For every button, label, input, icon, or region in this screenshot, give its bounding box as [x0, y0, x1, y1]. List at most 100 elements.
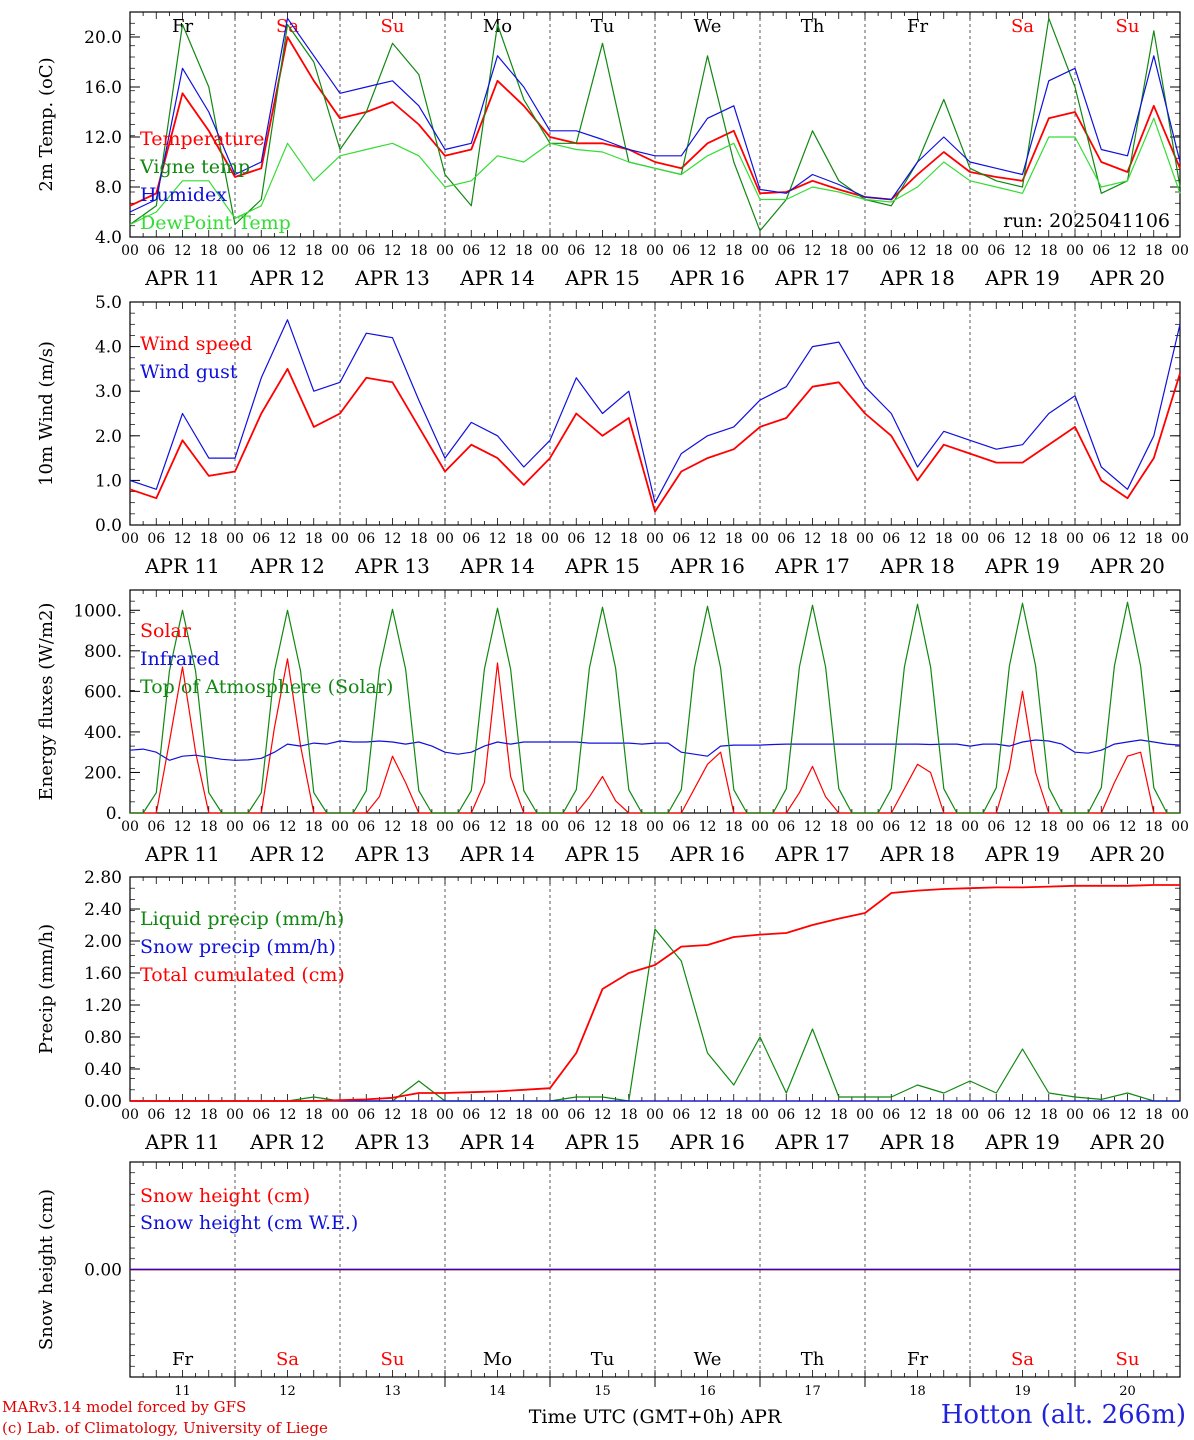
series-line-temp-2: [129, 17, 1181, 213]
legend-entry: DewPoint Temp: [140, 212, 291, 234]
hour-tick-label: 18: [305, 243, 323, 259]
date-label: APR 13: [354, 842, 430, 866]
date-label: APR 16: [669, 842, 745, 866]
hour-tick-label: 12: [174, 243, 192, 259]
hour-tick-label: 12: [279, 531, 297, 547]
y-axis-label-energy: Energy fluxes (W/m2): [36, 603, 57, 801]
hour-tick-label: 18: [410, 1107, 428, 1123]
weekday-label: Tu: [591, 1349, 615, 1370]
hour-tick-label: 00: [961, 819, 979, 835]
y-tick-label: 8.0: [95, 178, 122, 198]
hour-tick-label: 12: [384, 243, 402, 259]
hour-tick-label: 06: [672, 243, 690, 259]
legend-entry: Vigne temp: [139, 156, 250, 178]
hour-tick-label: 06: [462, 531, 480, 547]
hour-tick-label: 00: [1171, 819, 1189, 835]
date-label: APR 11: [144, 1130, 220, 1154]
date-label: APR 15: [564, 842, 640, 866]
hour-tick-label: 12: [804, 1107, 822, 1123]
day-number-label: 15: [594, 1384, 611, 1399]
hour-tick-label: 12: [1014, 243, 1032, 259]
hour-tick-label: 18: [305, 1107, 323, 1123]
hour-tick-label: 18: [830, 531, 848, 547]
hour-tick-label: 00: [1171, 531, 1189, 547]
hour-tick-label: 06: [462, 243, 480, 259]
date-label: APR 11: [144, 554, 220, 578]
hour-tick-label: 06: [777, 531, 795, 547]
hour-tick-label: 06: [462, 1107, 480, 1123]
hour-tick-label: 00: [436, 531, 454, 547]
hour-tick-label: 12: [279, 819, 297, 835]
hour-tick-label: 06: [147, 243, 165, 259]
hour-tick-label: 06: [147, 819, 165, 835]
date-label: APR 19: [984, 266, 1060, 290]
hour-tick-label: 06: [1092, 819, 1110, 835]
hour-tick-label: 12: [1119, 1107, 1137, 1123]
legend-entry: Wind gust: [140, 361, 238, 383]
hour-tick-label: 18: [200, 1107, 218, 1123]
y-tick-label: 3.0: [95, 382, 122, 402]
panel-frame-temp: [129, 11, 1181, 238]
hour-tick-label: 12: [1014, 1107, 1032, 1123]
y-tick-label: 2.0: [95, 427, 122, 447]
run-label: run: 2025041106: [1003, 210, 1170, 232]
hour-tick-label: 12: [804, 243, 822, 259]
hour-tick-label: 12: [489, 819, 507, 835]
hour-tick-label: 00: [121, 531, 139, 547]
hour-tick-label: 06: [357, 819, 375, 835]
weekday-label: Th: [801, 1349, 825, 1370]
y-tick-label: 0.80: [84, 1028, 122, 1048]
y-tick-label: 4.0: [95, 338, 122, 358]
hour-tick-label: 18: [620, 243, 638, 259]
hour-tick-label: 06: [777, 243, 795, 259]
hour-tick-label: 06: [252, 819, 270, 835]
date-label: APR 15: [564, 266, 640, 290]
legend-entry: Top of Atmosphere (Solar): [140, 676, 393, 698]
hour-tick-label: 12: [909, 1107, 927, 1123]
date-label: APR 12: [249, 842, 325, 866]
hour-tick-label: 06: [672, 531, 690, 547]
hour-tick-label: 06: [672, 819, 690, 835]
date-label: APR 20: [1089, 842, 1165, 866]
hour-tick-label: 06: [147, 531, 165, 547]
day-number-label: 11: [174, 1384, 191, 1399]
hour-tick-label: 06: [1092, 243, 1110, 259]
y-tick-label: 1.20: [84, 996, 122, 1016]
date-label: APR 15: [564, 1130, 640, 1154]
hour-tick-label: 06: [672, 1107, 690, 1123]
hour-tick-label: 12: [279, 243, 297, 259]
weekday-label: Sa: [1011, 1349, 1034, 1370]
y-tick-label: 0.00: [84, 1261, 122, 1281]
hour-tick-label: 06: [1092, 1107, 1110, 1123]
hour-tick-label: 00: [331, 243, 349, 259]
hour-tick-label: 18: [830, 1107, 848, 1123]
hour-tick-label: 00: [646, 531, 664, 547]
date-label: APR 16: [669, 1130, 745, 1154]
hour-tick-label: 18: [1040, 1107, 1058, 1123]
weekday-label: Su: [1116, 16, 1140, 37]
date-label: APR 16: [669, 554, 745, 578]
hour-tick-label: 06: [882, 1107, 900, 1123]
hour-tick-label: 00: [1171, 243, 1189, 259]
hour-tick-label: 06: [987, 1107, 1005, 1123]
hour-tick-label: 18: [1145, 819, 1163, 835]
hour-tick-label: 18: [1145, 1107, 1163, 1123]
date-label: APR 20: [1089, 266, 1165, 290]
hour-tick-label: 00: [331, 1107, 349, 1123]
hour-tick-label: 00: [436, 1107, 454, 1123]
weekday-label: Su: [381, 16, 405, 37]
hour-tick-label: 00: [856, 819, 874, 835]
legend-entry: Snow height (cm W.E.): [140, 1212, 358, 1234]
hour-tick-label: 00: [856, 531, 874, 547]
hour-tick-label: 12: [174, 531, 192, 547]
date-label: APR 14: [459, 842, 535, 866]
legend-entry: Humidex: [140, 184, 227, 206]
y-tick-label: 1.60: [84, 964, 122, 984]
y-tick-label: 5.0: [95, 293, 122, 313]
hour-tick-label: 18: [200, 819, 218, 835]
hour-tick-label: 06: [357, 531, 375, 547]
y-axis-label-precip: Precip (mm/h): [36, 924, 57, 1054]
hour-tick-label: 18: [410, 531, 428, 547]
series-line-precip-2: [130, 884, 1180, 1102]
